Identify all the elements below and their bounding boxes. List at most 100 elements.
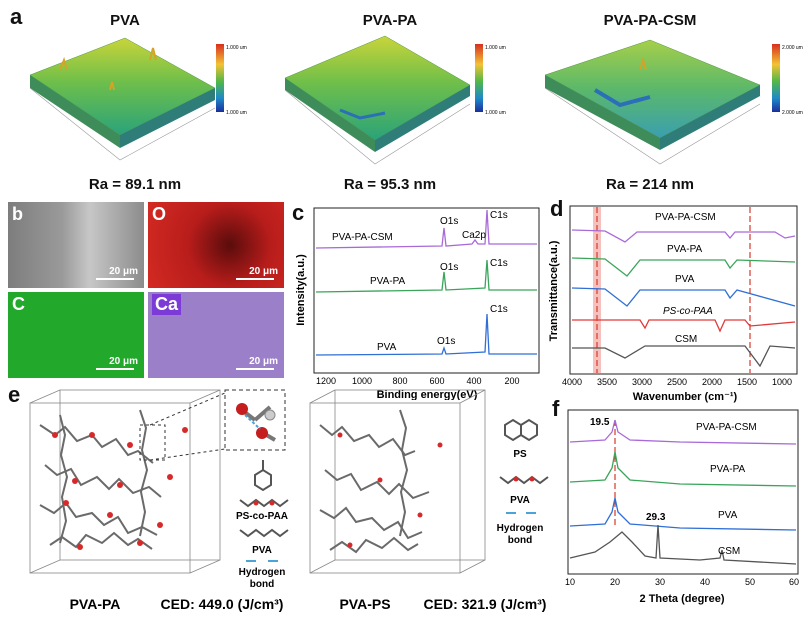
xps-line-pva-pa-csm — [315, 209, 537, 249]
xrd-xlabel: 2 Theta (degree) — [640, 593, 725, 605]
svg-text:800: 800 — [392, 376, 407, 386]
md-left-ced: CED: 449.0 (J/cm³) — [161, 596, 284, 612]
ftir-label-pva-pa: PVA-PA — [667, 244, 703, 255]
svg-text:400: 400 — [466, 376, 481, 386]
svg-text:2.000 um: 2.000 um — [782, 45, 803, 51]
ftir-line-pva-pa-csm — [571, 229, 796, 243]
panel-c-letter: c — [292, 200, 305, 225]
eds-o-label: O — [152, 204, 167, 224]
xps-peak-c1s-2: C1s — [490, 258, 508, 269]
svg-text:2500: 2500 — [667, 377, 687, 387]
panel-f-letter: f — [552, 396, 560, 421]
md-legend-right: PS PVA Hydrogen bond — [497, 418, 549, 546]
ftir-x-ticks: 4000 3500 3000 2500 2000 1500 1000 — [562, 377, 792, 387]
ftir-chart: PVA-PA-CSM PVA-PA PVA PS-co-PAA CSM 4000… — [548, 205, 798, 403]
svg-text:1200: 1200 — [316, 376, 336, 386]
svg-text:1.000 um: 1.000 um — [485, 45, 506, 51]
md-legend-pva: PVA — [252, 545, 272, 556]
xps-line-pva-pa — [315, 259, 537, 293]
md-legend-ps-co-paa: PS-co-PAA — [236, 511, 288, 522]
md-box-left — [29, 389, 221, 574]
md-legend-pva-2: PVA — [510, 495, 530, 506]
xps-peak-c1s-3: C1s — [490, 304, 508, 315]
panel-e-letter: e — [8, 382, 21, 407]
xrd-annotation-29-3: 29.3 — [646, 512, 666, 523]
md-right-name: PVA-PS — [339, 596, 390, 612]
xrd-label-csm: CSM — [718, 546, 740, 557]
ftir-xlabel: Wavenumber (cm⁻¹) — [633, 391, 738, 403]
afm-title-pva-pa: PVA-PA — [362, 12, 418, 29]
md-oxygens-right — [337, 432, 443, 548]
eds-c-map: C 20 μm — [8, 292, 144, 378]
xps-peak-o1s-3: O1s — [437, 336, 455, 347]
panel-b-letter: b — [12, 204, 23, 224]
xrd-line-csm — [569, 524, 797, 565]
eds-ca-label: Ca — [152, 294, 182, 315]
afm-surface-pva-pa-csm — [544, 39, 761, 165]
ftir-line-ps-co-paa — [572, 319, 796, 333]
svg-text:600: 600 — [429, 376, 444, 386]
ftir-label-ps-co-paa: PS-co-PAA — [663, 306, 713, 317]
md-box-right — [309, 389, 486, 574]
md-molecules-left — [39, 409, 162, 550]
colorbar-3 — [772, 44, 780, 112]
panel-a-letter: a — [10, 4, 23, 29]
svg-text:4000: 4000 — [562, 377, 582, 387]
ra-pva: Ra = 89.1 nm — [88, 176, 182, 193]
ftir-label-pva-pa-csm: PVA-PA-CSM — [655, 212, 716, 223]
panel-d-letter: d — [550, 196, 564, 221]
md-molecules-right — [319, 409, 430, 554]
svg-text:1.000 um: 1.000 um — [226, 110, 247, 116]
xrd-line-pva-pa-csm — [569, 419, 797, 445]
xps-x-ticks: 1200 1000 800 600 400 200 — [316, 376, 520, 386]
ra-pva-pa-csm: Ra = 214 nm — [606, 176, 694, 193]
xrd-chart: 19.5 29.3 PVA-PA-CSM PVA-PA PVA CSM 10 2… — [565, 409, 799, 605]
md-simulation: PS-co-PAA PVA Hydrogen bond PS PVA Hydro… — [29, 389, 549, 612]
xrd-label-pva-pa: PVA-PA — [710, 464, 746, 475]
md-right-ced: CED: 321.9 (J/cm³) — [424, 596, 547, 612]
svg-text:1000: 1000 — [772, 377, 792, 387]
svg-text:2.000 um: 2.000 um — [782, 110, 803, 116]
colorbar-1 — [216, 44, 224, 112]
xrd-line-pva-pa — [569, 451, 797, 487]
ftir-ylabel: Transmittance(a.u.) — [548, 240, 560, 341]
hbond-inset-molecules — [236, 403, 277, 442]
afm-title-pva-pa-csm: PVA-PA-CSM — [603, 12, 697, 29]
ftir-label-csm: CSM — [675, 334, 697, 345]
svg-text:20: 20 — [610, 577, 620, 587]
ra-pva-pa: Ra = 95.3 nm — [343, 176, 437, 193]
svg-text:60: 60 — [789, 577, 799, 587]
svg-text:10: 10 — [565, 577, 575, 587]
md-legend-hbond-3: Hydrogen — [497, 523, 544, 534]
xps-peak-o1s-2: O1s — [440, 262, 458, 273]
xps-chart: PVA-PA-CSM PVA-PA PVA O1s Ca2p C1s O1s C… — [295, 207, 540, 400]
afm-surface-pva — [29, 37, 216, 161]
md-legend-hbond-1: Hydrogen — [239, 567, 286, 578]
xps-xlabel: Binding energy(eV) — [377, 389, 478, 400]
svg-text:3500: 3500 — [597, 377, 617, 387]
xps-ylabel: Intensity(a.u.) — [295, 254, 307, 326]
svg-text:1000: 1000 — [352, 376, 372, 386]
ftir-line-pva-pa — [571, 257, 796, 277]
xps-label-pva: PVA — [377, 342, 397, 353]
ftir-label-pva: PVA — [675, 274, 695, 285]
svg-text:1.000 um: 1.000 um — [226, 45, 247, 51]
xrd-label-pva: PVA — [718, 510, 738, 521]
xrd-x-ticks: 10 20 30 40 50 60 — [565, 577, 799, 587]
ftir-line-pva — [571, 287, 796, 307]
eds-o-map: O 20 μm — [148, 202, 284, 288]
xrd-label-pva-pa-csm: PVA-PA-CSM — [696, 422, 757, 433]
afm-surfaces: 1.000 um 1.000 um 1.000 um 1.000 um 2.00… — [29, 35, 803, 165]
xps-peak-ca2p: Ca2p — [462, 230, 486, 241]
xps-line-pva — [315, 313, 537, 356]
svg-text:30: 30 — [655, 577, 665, 587]
md-legend-ps: PS — [513, 449, 527, 460]
eds-c-label: C — [12, 294, 25, 314]
md-legend-left: PS-co-PAA PVA Hydrogen bond — [236, 460, 289, 590]
ftir-line-csm — [572, 345, 796, 368]
xps-peak-o1s-1: O1s — [440, 216, 458, 227]
xrd-annotation-19-5: 19.5 — [590, 417, 610, 428]
md-oxygens-left — [52, 427, 188, 550]
afm-surface-pva-pa — [284, 35, 471, 165]
colorbar-2 — [475, 44, 483, 112]
